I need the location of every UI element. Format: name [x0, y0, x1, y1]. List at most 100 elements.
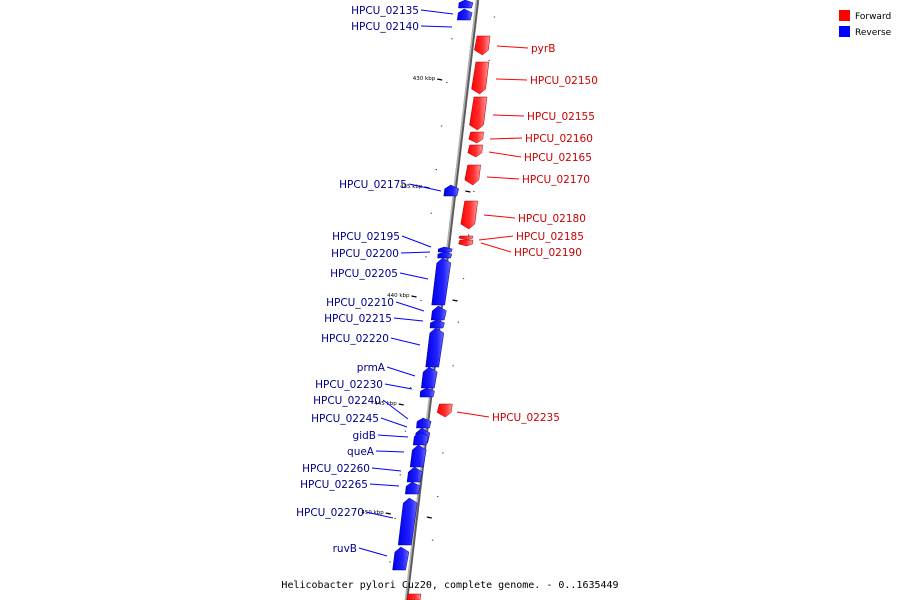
gene-label[interactable]: HPCU_02270 — [296, 507, 364, 519]
gene-label[interactable]: queA — [347, 446, 375, 458]
gene-leader-line — [483, 214, 516, 219]
reverse-gene-feature[interactable] — [412, 431, 429, 446]
gene-label[interactable]: HPCU_02185 — [516, 231, 584, 243]
reverse-gene-feature[interactable] — [443, 184, 459, 197]
reverse-gene-feature[interactable] — [437, 251, 453, 259]
reverse-gene-feature[interactable] — [430, 305, 447, 321]
minor-tick — [431, 539, 434, 541]
label-leader-lines — [358, 9, 529, 557]
forward-gene-feature[interactable] — [458, 235, 474, 241]
forward-gene-feature[interactable] — [436, 403, 453, 418]
gene-leader-line — [456, 411, 490, 418]
reverse-gene-feature[interactable] — [425, 327, 445, 368]
scale-tick-mark — [411, 295, 417, 298]
reverse-gene-feature[interactable] — [416, 417, 432, 429]
gene-label[interactable]: HPCU_02150 — [530, 75, 598, 87]
gene-label[interactable]: pyrB — [531, 43, 555, 55]
gene-label[interactable]: HPCU_02190 — [514, 247, 582, 259]
gene-leader-line — [390, 337, 421, 346]
reverse-gene-feature[interactable] — [431, 257, 452, 306]
minor-tick — [468, 234, 470, 236]
legend: Forward Reverse — [839, 10, 892, 38]
gene-label[interactable]: ruvB — [333, 543, 357, 555]
gene-label[interactable]: HPCU_02155 — [527, 111, 595, 123]
gene-label[interactable]: HPCU_02195 — [332, 231, 400, 243]
forward-gene-feature[interactable] — [471, 61, 490, 95]
minor-tick — [404, 430, 407, 432]
reverse-gene-feature[interactable] — [421, 366, 438, 389]
reverse-gene-feature[interactable] — [405, 481, 421, 495]
gene-label[interactable]: HPCU_02265 — [300, 479, 368, 491]
scale-tick-mark — [426, 516, 432, 519]
gene-leader-line — [369, 483, 400, 487]
scale-tick-mark — [437, 78, 443, 81]
forward-gene-feature[interactable] — [460, 200, 478, 230]
minor-tick — [440, 125, 443, 127]
gene-label[interactable]: HPCU_02245 — [311, 413, 379, 425]
gene-label[interactable]: HPCU_02210 — [326, 297, 394, 309]
gene-label[interactable]: HPCU_02200 — [331, 248, 399, 260]
forward-gene-feature[interactable] — [474, 35, 491, 56]
legend-swatch-forward — [839, 10, 850, 21]
gene-leader-line — [380, 417, 408, 428]
reverse-gene-feature[interactable] — [406, 466, 423, 483]
minor-tick — [437, 496, 439, 498]
gene-label[interactable]: HPCU_02230 — [315, 379, 383, 391]
gene-label[interactable]: HPCU_02180 — [518, 213, 586, 225]
gene-features — [392, 0, 491, 600]
minor-tick — [442, 452, 444, 454]
gene-leader-line — [375, 450, 405, 453]
reverse-gene-feature[interactable] — [429, 319, 445, 329]
gene-label[interactable]: HPCU_02205 — [330, 268, 398, 280]
gene-leader-line — [393, 317, 424, 322]
minor-tick — [457, 321, 459, 323]
reverse-gene-feature[interactable] — [397, 497, 418, 546]
gene-leader-line — [489, 137, 523, 140]
gene-label[interactable]: HPCU_02135 — [351, 5, 419, 17]
gene-label[interactable]: prmA — [357, 362, 386, 374]
gene-label[interactable]: HPCU_02260 — [302, 463, 370, 475]
minor-tick — [425, 256, 427, 258]
gene-leader-line — [496, 45, 529, 49]
minor-tick — [399, 474, 401, 476]
forward-gene-feature[interactable] — [468, 131, 484, 144]
forward-gene-feature[interactable] — [469, 96, 488, 131]
minor-tick — [473, 190, 475, 192]
gene-leader-line — [399, 272, 429, 280]
gene-label[interactable]: gidB — [353, 430, 376, 442]
gene-label[interactable]: HPCU_02215 — [324, 313, 392, 325]
forward-gene-feature[interactable] — [406, 593, 422, 600]
gene-label[interactable]: HPCU_02235 — [492, 412, 560, 424]
forward-gene-feature[interactable] — [458, 239, 474, 247]
gene-label[interactable]: HPCU_02240 — [313, 395, 381, 407]
gene-label[interactable]: HPCU_02170 — [522, 174, 590, 186]
scale-tick-label: 450 kbp — [361, 510, 384, 516]
minor-tick — [420, 299, 422, 301]
reverse-gene-feature[interactable] — [392, 546, 410, 571]
gene-label[interactable]: HPCU_02175 — [339, 179, 407, 191]
reverse-gene-feature[interactable] — [409, 444, 427, 468]
gene-leader-line — [478, 235, 514, 241]
legend-swatch-reverse — [839, 26, 850, 37]
minor-tick — [409, 387, 412, 389]
gene-leader-line — [401, 235, 432, 248]
reverse-gene-feature[interactable] — [458, 0, 474, 9]
forward-gene-feature[interactable] — [467, 144, 483, 158]
gene-label[interactable]: HPCU_02160 — [525, 133, 593, 145]
reverse-gene-feature[interactable] — [419, 387, 435, 398]
gene-label[interactable]: HPCU_02220 — [321, 333, 389, 345]
gene-label[interactable]: HPCU_02140 — [351, 21, 419, 33]
gene-labels: HPCU_02135 HPCU_02140 pyrB HPCU_02150 HPCU_0… — [296, 5, 598, 555]
reverse-gene-feature[interactable] — [457, 8, 473, 21]
gene-leader-line — [371, 467, 402, 472]
scale-tick-mark — [385, 512, 391, 515]
gene-label[interactable]: HPCU_02165 — [524, 152, 592, 164]
gene-leader-line — [358, 547, 388, 557]
minor-tick — [451, 38, 453, 40]
scale-tick-label: 435 kbp — [400, 184, 423, 190]
reverse-gene-feature[interactable] — [437, 246, 453, 253]
forward-gene-feature[interactable] — [464, 164, 481, 186]
gene-leader-line — [486, 176, 520, 180]
gene-leader-line — [488, 151, 522, 158]
